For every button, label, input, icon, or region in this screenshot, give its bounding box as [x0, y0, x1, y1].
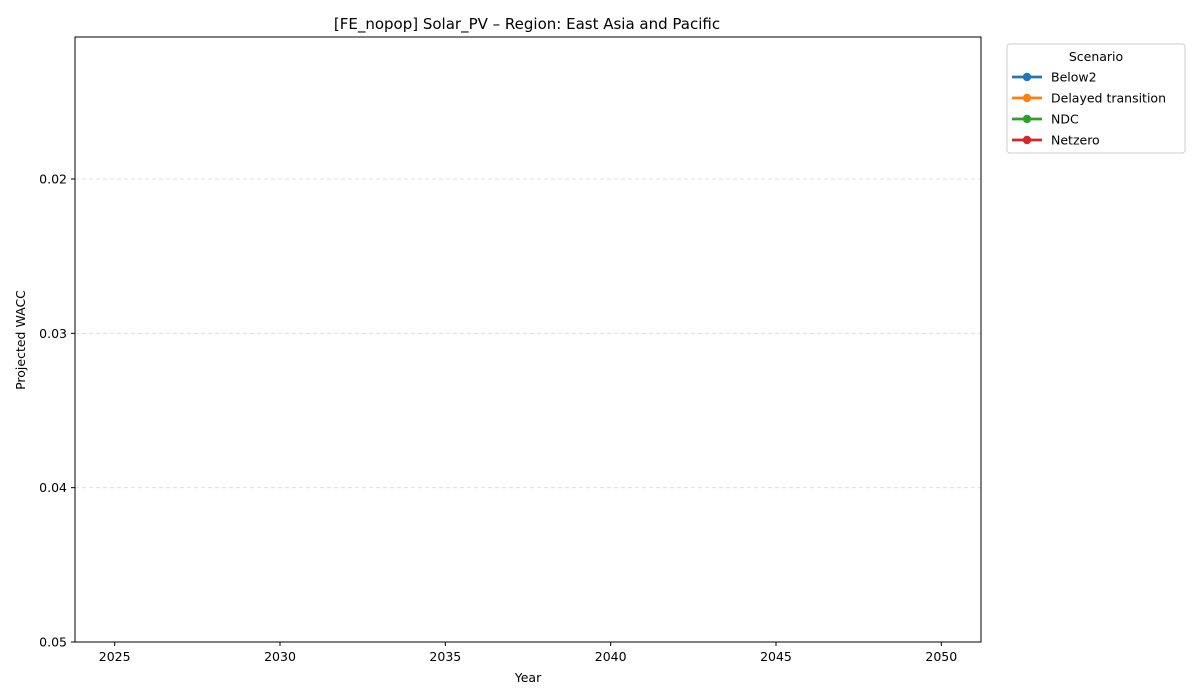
x-tick-label: 2050: [925, 649, 957, 664]
x-tick-label: 2025: [99, 649, 131, 664]
y-tick-label: 0.05: [39, 635, 67, 650]
plot-area-frame: [74, 36, 982, 643]
legend-entries: Below2 Delayed transition NDC Netzero: [1012, 70, 1166, 148]
legend-label: Below2: [1051, 70, 1097, 85]
y-tick-label: 0.02: [39, 171, 67, 186]
legend-marker: [1022, 93, 1032, 103]
y-axis-ticks: 0.02 0.03 0.04 0.05: [39, 171, 75, 650]
legend-marker: [1022, 72, 1032, 82]
chart-title: [FE_nopop] Solar_PV – Region: East Asia …: [334, 15, 720, 34]
legend-label: NDC: [1051, 112, 1079, 127]
legend-title: Scenario: [1069, 49, 1123, 64]
legend-marker: [1022, 114, 1032, 124]
x-tick-label: 2030: [264, 649, 296, 664]
legend-box: [1006, 43, 1186, 154]
legend-entry: Below2: [1012, 70, 1097, 85]
y-tick-label: 0.03: [39, 326, 67, 341]
x-tick-label: 2035: [429, 649, 461, 664]
x-tick-label: 2040: [595, 649, 627, 664]
legend-marker: [1022, 135, 1032, 145]
x-tick-label: 2045: [760, 649, 792, 664]
x-axis-ticks: 2025 2030 2035 2040 2045 2050: [99, 642, 957, 664]
x-axis-label: Year: [514, 670, 542, 685]
legend: Scenario Below2 Delayed transition NDC Netz…: [1006, 43, 1186, 154]
legend-entry: NDC: [1012, 112, 1079, 127]
legend-entry: Netzero: [1012, 133, 1100, 148]
legend-label: Delayed transition: [1051, 91, 1166, 106]
y-axis-label: Projected WACC: [13, 290, 28, 390]
legend-label: Netzero: [1051, 133, 1100, 148]
y-tick-label: 0.04: [39, 480, 67, 495]
grid-lines: [75, 178, 981, 489]
legend-entry: Delayed transition: [1012, 91, 1166, 106]
